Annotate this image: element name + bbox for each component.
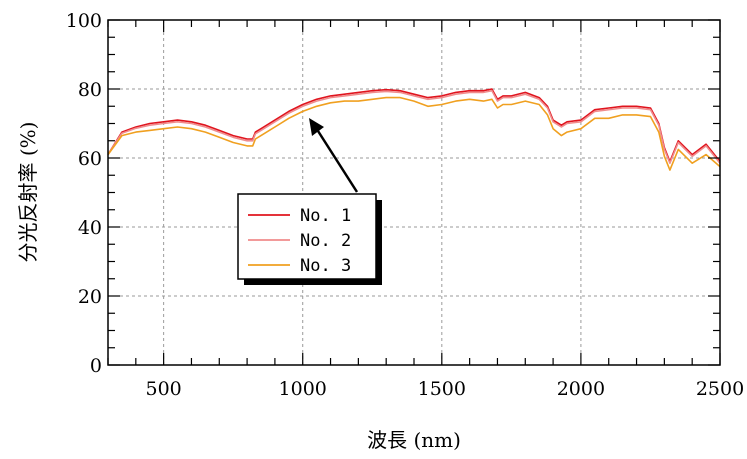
x-tick-label: 2000 (557, 378, 605, 400)
grid (108, 20, 720, 365)
series-line-2 (107, 89, 721, 164)
x-tick-label: 2500 (696, 378, 744, 400)
plot-frame (107, 19, 721, 366)
y-tick-label: 60 (78, 148, 102, 170)
series-line-3 (107, 96, 721, 171)
y-tick-label: 0 (90, 355, 102, 377)
x-tick-label: 1000 (279, 378, 327, 400)
series-lines (107, 88, 721, 171)
x-tick-labels: 500 1000 1500 2000 2500 (146, 378, 745, 400)
y-axis-label: 分光反射率 (%) (16, 122, 40, 263)
y-tick-label: 100 (66, 10, 102, 32)
series-line-1 (107, 88, 721, 163)
y-tick-label: 40 (78, 217, 102, 239)
legend-label-1: No. 1 (300, 206, 351, 226)
annotation-arrow (309, 118, 359, 193)
x-tick-label: 1500 (418, 378, 466, 400)
legend: No. 1 No. 2 No. 3 (237, 193, 382, 285)
y-tick-label: 20 (78, 286, 102, 308)
y-tick-labels: 0 20 40 60 80 100 (66, 10, 102, 377)
legend-label-3: No. 3 (300, 256, 351, 276)
legend-label-2: No. 2 (300, 231, 351, 251)
x-axis-label: 波長 (nm) (367, 428, 461, 452)
x-tick-label: 500 (146, 378, 182, 400)
axis-ticks (107, 19, 721, 366)
y-tick-label: 80 (78, 79, 102, 101)
